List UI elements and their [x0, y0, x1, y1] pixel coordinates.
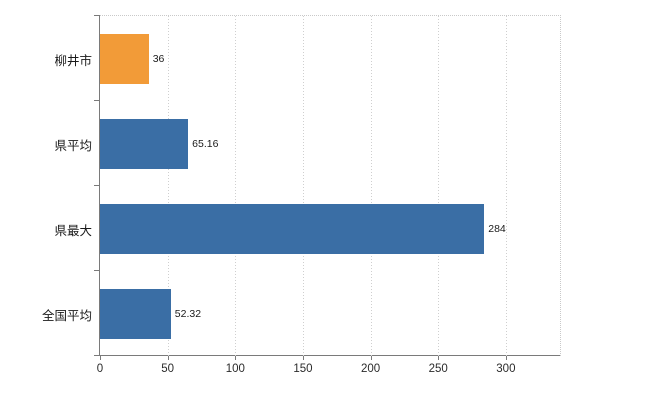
x-tick-label: 200 — [360, 363, 381, 375]
bar-柳井市 — [100, 33, 149, 84]
x-tick-label: 300 — [496, 363, 516, 375]
category-label: 県平均 — [54, 138, 92, 153]
category-label: 県最大 — [54, 223, 92, 238]
bar-全国平均 — [100, 288, 171, 339]
bar-value-label: 36 — [152, 52, 165, 65]
x-tick-label: 150 — [293, 363, 313, 375]
x-tick-mark — [370, 356, 372, 360]
y-tick-mark — [94, 15, 99, 16]
y-tick-mark — [94, 355, 99, 356]
x-tick-mark — [100, 356, 101, 360]
bar-県最大 — [100, 203, 485, 254]
y-tick-mark — [94, 185, 99, 186]
gridline — [302, 16, 304, 356]
bar-value-label: 65.16 — [192, 137, 219, 150]
bar-value-label: 52.32 — [174, 307, 202, 320]
x-tick-label: 50 — [161, 363, 175, 375]
plot-area: 36 65.16 284 52.32 — [100, 15, 561, 356]
bar-県平均 — [100, 118, 189, 169]
x-axis-line — [100, 355, 561, 356]
category-label: 全国平均 — [41, 308, 92, 323]
gridline — [370, 16, 372, 356]
category-label: 柳井市 — [54, 53, 92, 68]
bar-value-label: 284 — [488, 222, 506, 235]
y-axis-line — [99, 15, 100, 356]
gridline — [438, 16, 440, 356]
x-tick-label: 100 — [225, 363, 245, 375]
x-tick-mark — [302, 356, 304, 360]
x-tick-label: 0 — [96, 363, 104, 375]
gridline — [167, 16, 169, 356]
gridline — [235, 16, 237, 356]
y-tick-mark — [94, 100, 99, 101]
x-tick-mark — [235, 356, 237, 360]
gridline — [505, 16, 507, 356]
x-tick-label: 250 — [428, 363, 448, 375]
x-tick-mark — [167, 356, 169, 360]
x-tick-mark — [505, 356, 507, 360]
x-tick-mark — [438, 356, 440, 360]
y-tick-mark — [94, 270, 99, 271]
